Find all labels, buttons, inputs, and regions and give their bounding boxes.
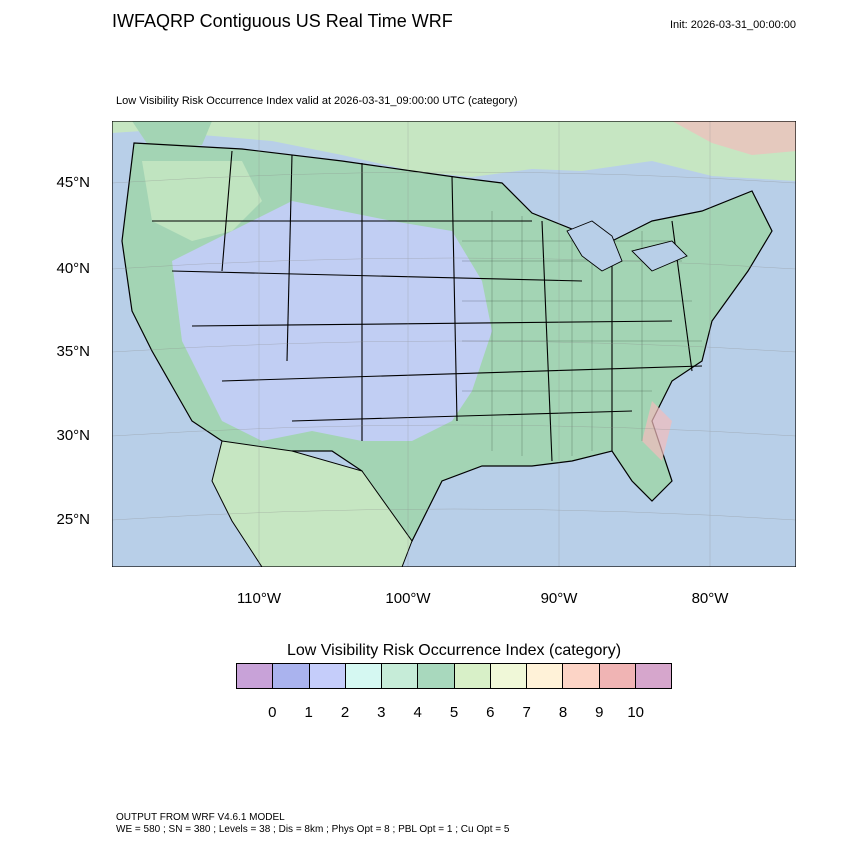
model-config-line: WE = 580 ; SN = 380 ; Levels = 38 ; Dis … [116,824,510,835]
colorbar-swatch [418,664,455,688]
canada-highlands [672,121,796,155]
plot-title: IWFAQRP Contiguous US Real Time WRF [112,11,453,31]
great-lakes-east [631,240,688,272]
lat-label-45n: 45°N [56,174,90,191]
colorbar-swatch [454,664,491,688]
mexico-landmass [211,440,413,567]
colorbar-tick-label: 2 [340,704,350,721]
lon-label-90w: 90°W [540,590,578,607]
map-panel [112,121,796,567]
lat-label-30n: 30°N [56,427,90,444]
colorbar-swatch [490,664,527,688]
colorbar-tick-label: 5 [449,704,459,721]
colorbar-swatch [382,664,419,688]
lat-label-25n: 25°N [56,511,90,528]
model-info-line: OUTPUT FROM WRF V4.6.1 MODEL [116,812,285,823]
colorbar-swatch [345,664,382,688]
colorbar-swatch [237,664,274,688]
southeast-highlight [642,401,672,461]
western-region [172,201,492,441]
colorbar-tick-label: 3 [377,704,386,721]
lon-label-100w: 100°W [385,590,431,607]
colorbar-tick-label: 0 [268,704,277,721]
colorbar-tick-label: 8 [558,704,568,721]
colorbar-tick-label: 6 [486,704,495,721]
colorbar-tick-label: 7 [522,704,531,721]
great-lakes [566,220,623,272]
lon-label-80w: 80°W [691,590,729,607]
colorbar [236,663,672,689]
legend-title: Low Visibility Risk Occurrence Index (ca… [286,642,622,659]
colorbar-swatch [599,664,636,688]
colorbar-tick-label: 9 [595,704,604,721]
lat-label-35n: 35°N [56,343,90,360]
county-boundaries [462,211,702,456]
colorbar-swatch [635,664,671,688]
colorbar-swatch [563,664,600,688]
canada-terrain [112,121,796,181]
colorbar-tick-label: 1 [304,704,313,721]
colorbar-tick-label: 4 [413,704,422,721]
colorbar-swatch [527,664,564,688]
lat-label-40n: 40°N [56,260,90,277]
plot-subtitle: Low Visibility Risk Occurrence Index val… [116,95,518,107]
colorbar-tick-label: 10 [627,704,644,721]
state-boundaries [152,150,703,462]
lon-label-110w: 110°W [236,590,282,607]
colorbar-swatch [273,664,310,688]
colorbar-swatch [309,664,346,688]
init-time-label: Init: 2026-03-31_00:00:00 [670,19,796,31]
graticule [112,121,796,567]
